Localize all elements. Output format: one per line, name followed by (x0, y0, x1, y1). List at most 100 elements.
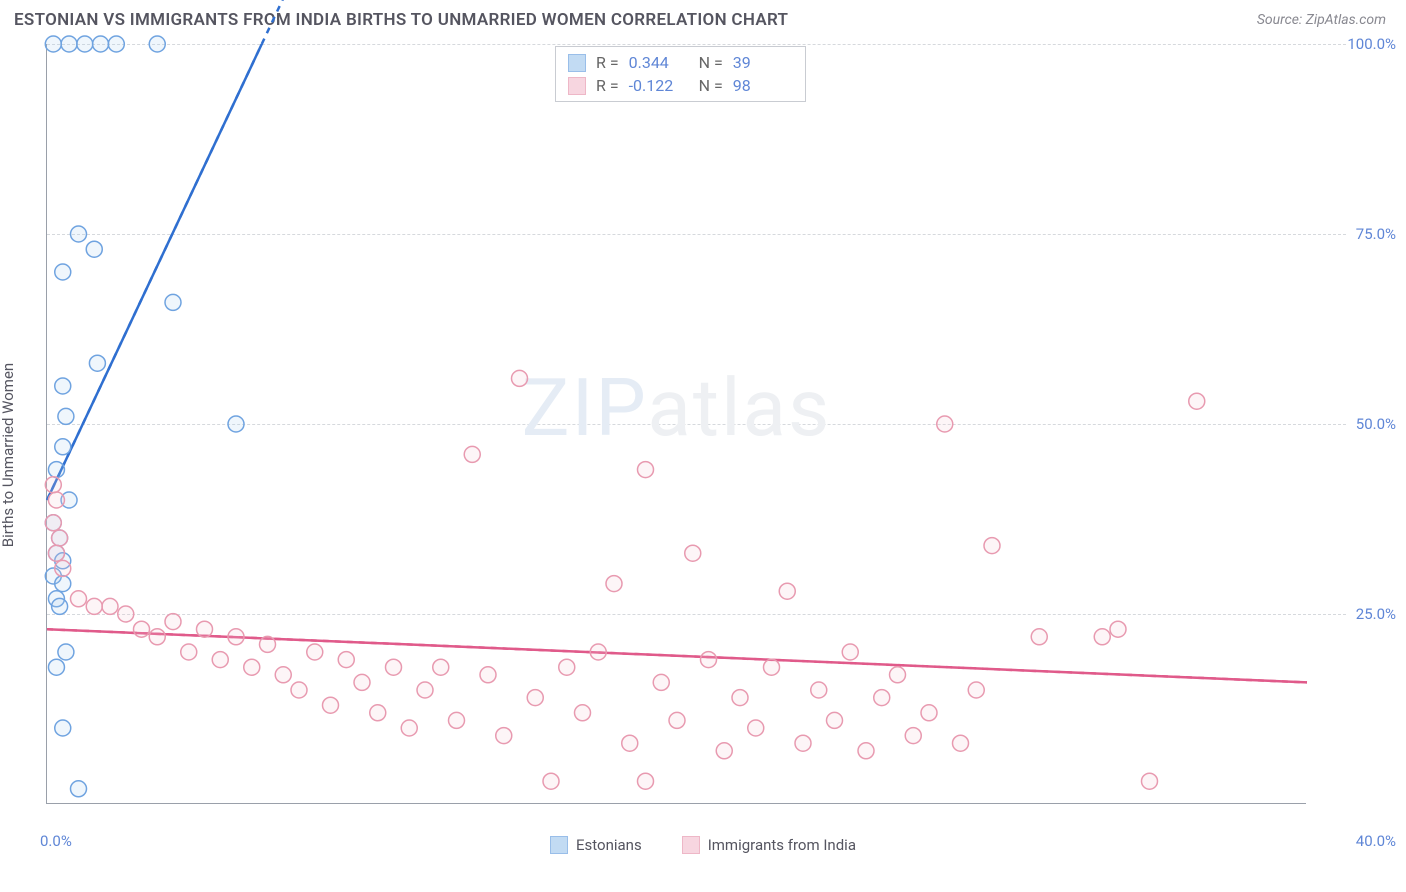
data-point (118, 606, 134, 622)
data-point (417, 682, 433, 698)
y-axis-label: Births to Unmarried Women (0, 363, 17, 547)
data-point (984, 538, 1000, 554)
chart-legend: Estonians Immigrants from India (0, 836, 1406, 854)
data-point (323, 697, 339, 713)
data-point (55, 576, 71, 592)
data-point (307, 644, 323, 660)
data-point (181, 644, 197, 660)
chart-container: Births to Unmarried Women ZIPatlas 25.0%… (0, 36, 1406, 856)
data-point (45, 477, 61, 493)
data-point (61, 36, 77, 52)
n-label: N = (699, 53, 723, 72)
data-point (401, 720, 417, 736)
data-point (811, 682, 827, 698)
data-point (1189, 393, 1205, 409)
chart-title: ESTONIAN VS IMMIGRANTS FROM INDIA BIRTHS… (14, 10, 788, 30)
data-point (275, 667, 291, 683)
data-point (212, 652, 228, 668)
data-point (58, 644, 74, 660)
y-tick-label: 25.0% (1356, 605, 1396, 623)
data-point (52, 598, 68, 614)
data-point (48, 659, 64, 675)
y-tick-label: 100.0% (1347, 35, 1396, 53)
data-point (921, 705, 937, 721)
data-point (716, 743, 732, 759)
data-point (590, 644, 606, 660)
r-label: R = (596, 76, 619, 95)
data-point (55, 560, 71, 576)
data-point (48, 545, 64, 561)
source-attribution: Source: ZipAtlas.com (1257, 12, 1386, 28)
data-point (71, 226, 87, 242)
data-point (93, 36, 109, 52)
legend-label: Immigrants from India (708, 836, 856, 854)
plot-svg (47, 44, 1307, 804)
data-point (890, 667, 906, 683)
data-point (638, 773, 654, 789)
data-point (1094, 629, 1110, 645)
data-point (953, 735, 969, 751)
data-point (685, 545, 701, 561)
data-point (653, 674, 669, 690)
data-point (622, 735, 638, 751)
data-point (45, 36, 61, 52)
data-point (1031, 629, 1047, 645)
data-point (748, 720, 764, 736)
n-value: 98 (733, 76, 793, 95)
data-point (858, 743, 874, 759)
data-point (52, 530, 68, 546)
data-point (701, 652, 717, 668)
legend-label: Estonians (576, 836, 642, 854)
correlation-stats-box: R =0.344N =39R =-0.122N =98 (555, 46, 806, 102)
data-point (464, 446, 480, 462)
data-point (48, 492, 64, 508)
series-swatch (568, 77, 586, 95)
data-point (480, 667, 496, 683)
data-point (89, 355, 105, 371)
data-point (354, 674, 370, 690)
data-point (165, 614, 181, 630)
data-point (779, 583, 795, 599)
stats-row: R =-0.122N =98 (568, 74, 793, 97)
data-point (55, 439, 71, 455)
data-point (71, 591, 87, 607)
data-point (1142, 773, 1158, 789)
data-point (386, 659, 402, 675)
data-point (149, 629, 165, 645)
stats-row: R =0.344N =39 (568, 51, 793, 74)
data-point (55, 264, 71, 280)
y-tick-label: 50.0% (1356, 415, 1396, 433)
data-point (197, 621, 213, 637)
data-point (244, 659, 260, 675)
data-point (149, 36, 165, 52)
scatter-plot-area: ZIPatlas (46, 44, 1306, 804)
data-point (827, 712, 843, 728)
data-point (449, 712, 465, 728)
data-point (669, 712, 685, 728)
data-point (228, 416, 244, 432)
data-point (638, 462, 654, 478)
r-label: R = (596, 53, 619, 72)
legend-item: Estonians (550, 836, 642, 854)
data-point (795, 735, 811, 751)
data-point (905, 728, 921, 744)
data-point (260, 636, 276, 652)
data-point (559, 659, 575, 675)
data-point (937, 416, 953, 432)
y-tick-label: 75.0% (1356, 225, 1396, 243)
data-point (543, 773, 559, 789)
data-point (134, 621, 150, 637)
data-point (496, 728, 512, 744)
data-point (102, 598, 118, 614)
data-point (108, 36, 124, 52)
legend-swatch (682, 836, 700, 854)
data-point (732, 690, 748, 706)
r-value: -0.122 (629, 76, 689, 95)
data-point (764, 659, 780, 675)
data-point (968, 682, 984, 698)
data-point (77, 36, 93, 52)
data-point (165, 294, 181, 310)
data-point (45, 515, 61, 531)
data-point (291, 682, 307, 698)
data-point (842, 644, 858, 660)
